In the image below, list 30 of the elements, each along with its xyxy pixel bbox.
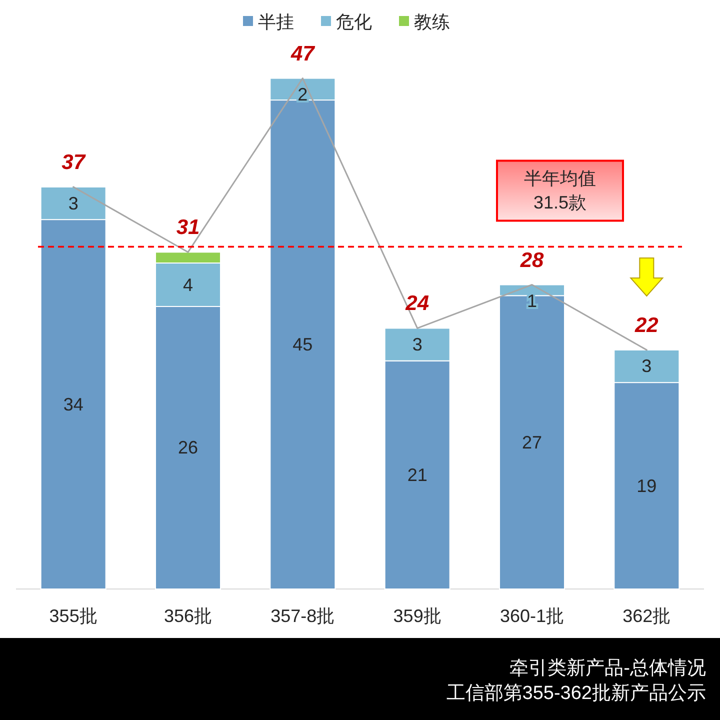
data-label: 3 xyxy=(412,334,422,355)
data-label: 22 xyxy=(634,314,659,337)
data-label: 3 xyxy=(642,356,652,376)
data-label: 34 xyxy=(63,394,84,414)
legend-label: 半挂 xyxy=(258,12,294,32)
legend-label: 危化 xyxy=(336,12,372,32)
legend-label: 教练 xyxy=(414,12,450,32)
data-label: 37 xyxy=(62,150,86,174)
x-tick-label: 359批 xyxy=(393,606,442,626)
data-label: 26 xyxy=(178,438,198,458)
x-tick-label: 356批 xyxy=(164,606,212,626)
data-label: 24 xyxy=(404,292,430,316)
data-label: 27 xyxy=(522,432,542,452)
data-label: 19 xyxy=(636,476,657,496)
x-tick-label: 360-1批 xyxy=(500,606,564,626)
data-label: 2 xyxy=(298,84,308,104)
ref-line-label: 半年均值 31.5款 xyxy=(524,168,596,213)
x-tick-label: 362批 xyxy=(622,606,671,626)
x-tick-label: 355批 xyxy=(49,606,98,626)
data-label: 28 xyxy=(519,248,544,272)
data-label: 31 xyxy=(176,216,200,240)
text: 工信部第355-362批新产品公示 xyxy=(446,682,706,704)
x-tick-label: 357-8批 xyxy=(270,606,335,626)
text: 牵引类新产品-总体情况 xyxy=(510,657,706,679)
data-label: 3 xyxy=(68,193,78,214)
data-label: 4 xyxy=(182,274,194,295)
data-label: 45 xyxy=(292,334,313,355)
data-label: 21 xyxy=(407,464,428,485)
data-label: 1 xyxy=(526,290,538,311)
data-label: 47 xyxy=(290,42,316,66)
